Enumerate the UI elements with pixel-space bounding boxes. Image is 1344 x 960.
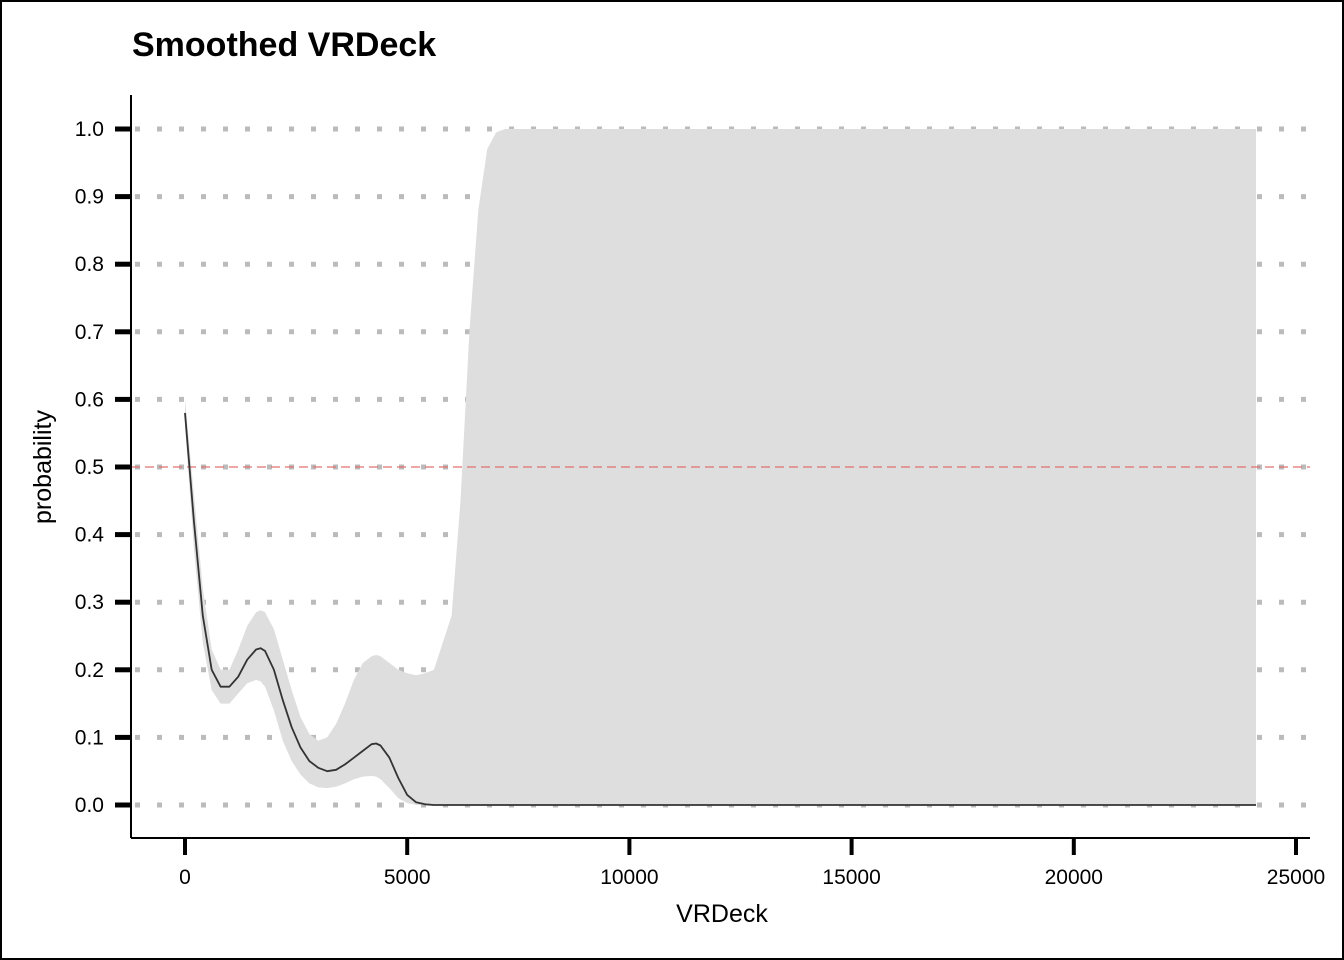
y-tick-label: 0.3 [75,591,104,614]
chart-title: Smoothed VRDeck [132,26,436,64]
x-tick-label: 10000 [600,866,658,889]
smoothed-line [184,412,1256,806]
y-tick-label: 1.0 [75,118,104,141]
y-tick-label: 0.4 [75,524,105,547]
x-tick-label: 20000 [1045,866,1103,889]
x-tick-label: 0 [179,866,191,889]
y-tick-label: 0.6 [75,388,104,411]
x-tick-label: 15000 [822,866,880,889]
y-tick-label: 0.0 [75,794,104,817]
x-axis-label: VRDeck [676,900,768,928]
y-axis-label: probability [29,410,57,524]
y-tick-label: 0.8 [75,253,104,276]
y-tick-label: 0.1 [75,726,104,749]
x-tick-label: 5000 [384,866,431,889]
y-tick-label: 0.5 [75,456,104,479]
smoothed-line-layer [184,412,1256,806]
tick-layer: 0.0 0.1 0.2 0.3 0.4 0.5 0.6 0.7 0.8 0.9 1.0 0 5000 10… [75,118,1325,889]
y-tick-label: 0.7 [75,321,104,344]
x-tick-label: 25000 [1267,866,1325,889]
y-tick-label: 0.9 [75,186,104,209]
y-tick-label: 0.2 [75,659,104,682]
